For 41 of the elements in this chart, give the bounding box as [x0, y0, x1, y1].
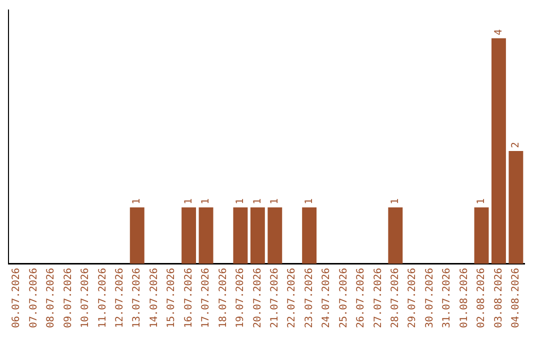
x-tick-label: 07.07.2026	[28, 268, 40, 328]
x-tick-label: 17.07.2026	[200, 268, 212, 328]
x-tick-label: 02.08.2026	[476, 268, 488, 328]
x-tick-label: 15.07.2026	[166, 268, 178, 328]
x-tick-label: 30.07.2026	[424, 268, 436, 328]
x-tick-label: 22.07.2026	[286, 268, 298, 328]
data-label: 1	[235, 198, 246, 204]
x-tick-label: 03.08.2026	[493, 268, 504, 328]
x-tick-label: 31.07.2026	[442, 268, 453, 328]
x-tick-label: 09.07.2026	[62, 268, 74, 328]
data-label: 1	[269, 198, 280, 204]
data-label: 1	[183, 198, 194, 204]
x-tick-label: 11.07.2026	[97, 268, 108, 328]
x-tick-label: 18.07.2026	[218, 268, 229, 328]
x-tick-label: 25.07.2026	[338, 268, 350, 328]
x-tick-label: 12.07.2026	[114, 268, 126, 328]
data-label: 4	[493, 29, 504, 36]
data-label: 2	[510, 142, 522, 148]
data-label: 1	[200, 198, 212, 204]
x-tick-label: 01.08.2026	[458, 268, 470, 328]
x-tick-label: 26.07.2026	[356, 268, 367, 328]
x-tick-label: 16.07.2026	[183, 268, 194, 328]
x-tick-label: 08.07.2026	[46, 268, 57, 328]
x-tick-label: 21.07.2026	[269, 268, 280, 328]
x-tick-label: 04.08.2026	[510, 268, 522, 328]
data-label: 1	[252, 198, 264, 204]
x-tick-label: 20.07.2026	[252, 268, 264, 328]
data-label: 1	[476, 198, 488, 204]
x-tick-label: 10.07.2026	[80, 268, 92, 328]
x-tick-label: 06.07.2026	[11, 268, 22, 328]
x-tick-label: 28.07.2026	[390, 268, 401, 328]
x-tick-label: 23.07.2026	[304, 268, 315, 328]
x-tick-label: 19.07.2026	[235, 268, 246, 328]
data-label: 1	[304, 198, 315, 204]
x-tick-label: 27.07.2026	[372, 268, 384, 328]
data-label: 1	[390, 198, 401, 204]
x-tick-label: 24.07.2026	[321, 268, 332, 328]
x-tick-label: 29.07.2026	[407, 268, 418, 328]
data-label: 1	[132, 198, 143, 204]
x-tick-label: 13.07.2026	[132, 268, 143, 328]
x-tick-label: 14.07.2026	[148, 268, 160, 328]
